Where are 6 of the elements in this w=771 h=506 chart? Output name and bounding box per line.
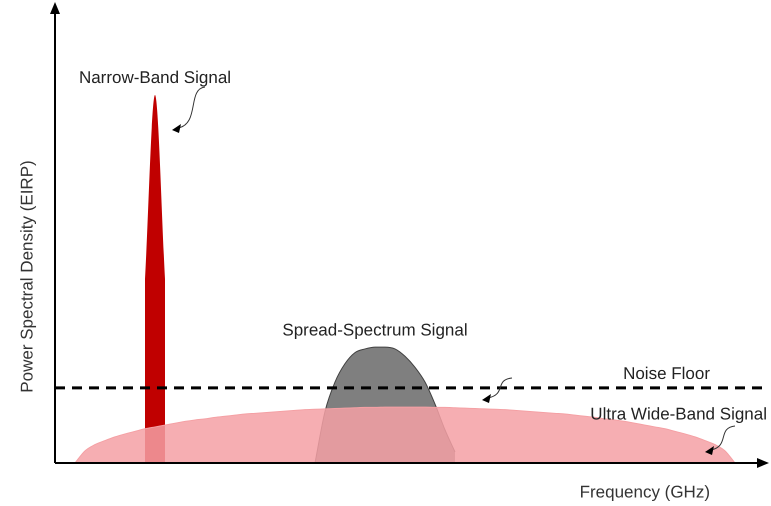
ref-line-label: Noise Floor: [623, 364, 710, 384]
y-axis-title: Power Spectral Density (EIRP): [18, 160, 37, 393]
series-label: Spread-Spectrum Signal: [282, 320, 468, 340]
x-axis-title: Frequency (GHz): [580, 482, 710, 502]
series-label: Ultra Wide-Band Signal: [590, 404, 767, 424]
series-label: Narrow-Band Signal: [78, 68, 232, 88]
